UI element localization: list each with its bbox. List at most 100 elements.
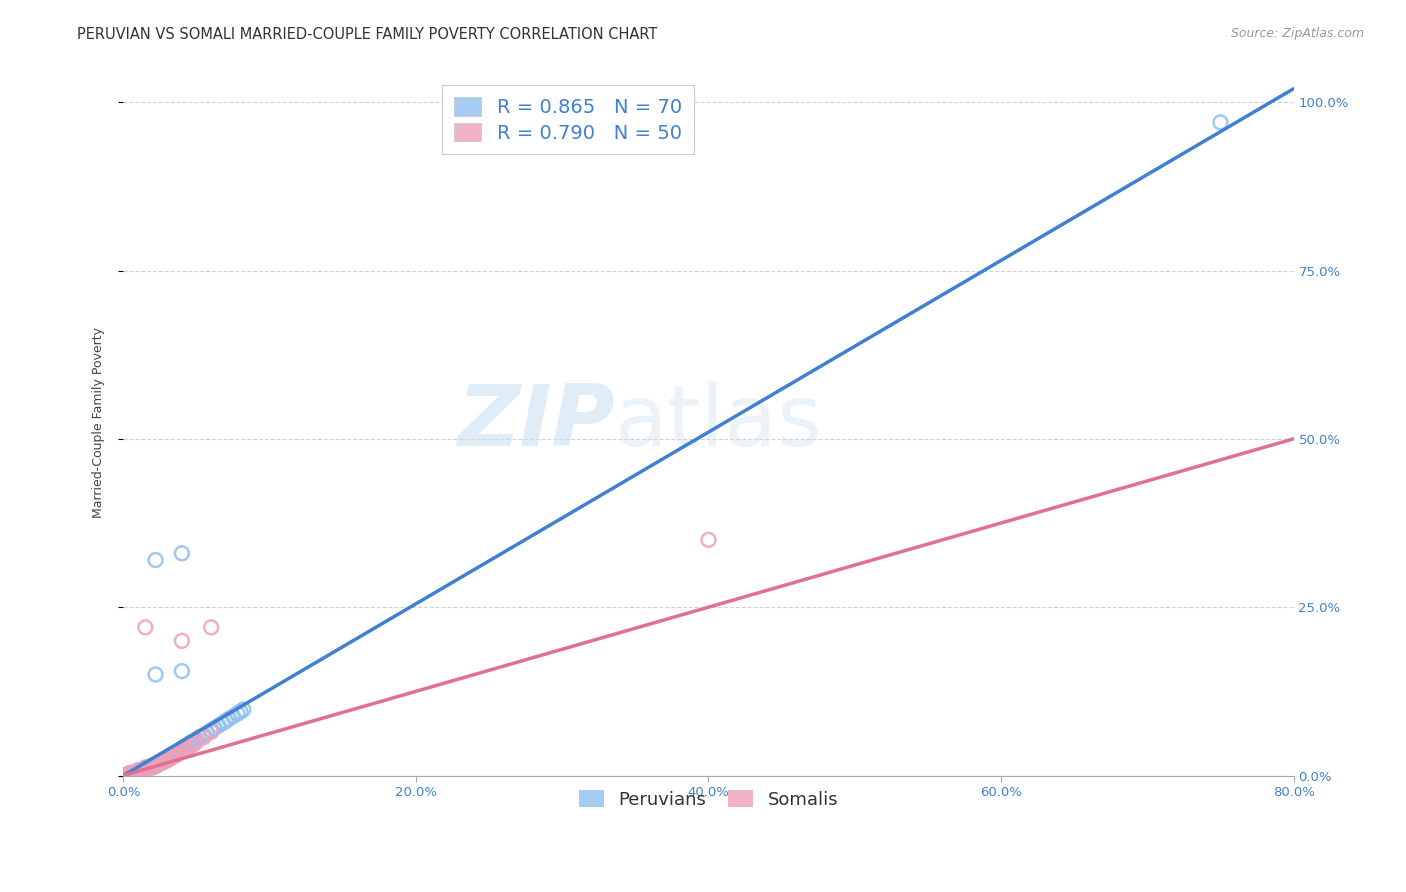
Point <box>186 735 208 749</box>
Point <box>134 760 156 774</box>
Text: PERUVIAN VS SOMALI MARRIED-COUPLE FAMILY POVERTY CORRELATION CHART: PERUVIAN VS SOMALI MARRIED-COUPLE FAMILY… <box>77 27 658 42</box>
Point <box>222 709 245 723</box>
Point <box>132 763 155 777</box>
Point <box>226 706 249 721</box>
Point <box>170 546 193 560</box>
Point <box>124 765 146 780</box>
Point <box>173 743 195 757</box>
Point <box>120 767 142 781</box>
Point <box>127 765 149 780</box>
Point <box>159 752 181 766</box>
Point <box>150 756 173 770</box>
Point <box>202 722 225 736</box>
Point <box>127 764 149 778</box>
Point <box>117 767 139 781</box>
Point <box>200 723 222 738</box>
Point <box>122 765 145 780</box>
Point <box>122 765 145 780</box>
Point <box>142 758 165 772</box>
Point <box>121 766 143 780</box>
Point <box>131 763 153 777</box>
Point <box>127 763 149 777</box>
Point <box>165 746 187 760</box>
Point <box>134 620 156 634</box>
Point <box>146 757 169 772</box>
Point <box>179 737 201 751</box>
Point <box>170 743 193 757</box>
Point <box>153 755 176 769</box>
Point <box>183 734 205 748</box>
Point <box>149 756 172 771</box>
Point <box>128 764 150 779</box>
Text: atlas: atlas <box>614 381 823 464</box>
Point <box>118 766 141 780</box>
Point <box>121 765 143 780</box>
Point <box>134 764 156 778</box>
Point <box>142 760 165 774</box>
Point <box>215 714 238 728</box>
Point <box>145 758 167 772</box>
Point <box>131 764 153 778</box>
Point <box>132 765 155 780</box>
Point <box>127 764 149 779</box>
Point <box>120 766 142 780</box>
Point <box>156 753 179 767</box>
Point <box>129 765 152 780</box>
Point <box>195 726 218 740</box>
Point <box>145 667 167 681</box>
Point <box>1209 115 1232 129</box>
Point <box>129 764 152 778</box>
Point <box>193 730 215 744</box>
Point <box>149 755 172 769</box>
Point <box>138 760 160 774</box>
Point <box>167 744 190 758</box>
Point <box>131 764 153 779</box>
Point <box>132 764 155 778</box>
Point <box>153 754 176 768</box>
Point <box>127 764 149 779</box>
Point <box>183 738 205 752</box>
Point <box>156 753 179 767</box>
Point <box>135 763 157 777</box>
Point <box>212 716 235 731</box>
Point <box>156 751 179 765</box>
Point <box>134 763 156 777</box>
Point <box>128 764 150 779</box>
Point <box>125 765 148 780</box>
Point <box>207 719 229 733</box>
Point <box>124 765 146 780</box>
Point <box>124 765 146 780</box>
Point <box>129 764 152 779</box>
Point <box>120 766 142 780</box>
Point <box>121 765 143 780</box>
Point <box>149 756 172 771</box>
Point <box>142 760 165 774</box>
Point <box>193 728 215 742</box>
Point <box>167 746 190 760</box>
Point <box>229 705 252 719</box>
Point <box>173 739 195 754</box>
Point <box>174 739 197 753</box>
Point <box>170 633 193 648</box>
Point <box>165 747 187 762</box>
Point <box>697 533 720 547</box>
Point <box>118 766 141 780</box>
Point <box>145 553 167 567</box>
Point <box>124 765 146 780</box>
Point <box>170 741 193 756</box>
Point <box>118 766 141 780</box>
Point <box>134 762 156 776</box>
Point <box>180 735 202 749</box>
Y-axis label: Married-Couple Family Poverty: Married-Couple Family Poverty <box>93 326 105 517</box>
Point <box>200 620 222 634</box>
Point <box>150 756 173 770</box>
Point <box>186 732 208 747</box>
Point <box>127 765 149 780</box>
Point <box>134 762 156 776</box>
Text: Source: ZipAtlas.com: Source: ZipAtlas.com <box>1230 27 1364 40</box>
Point <box>232 702 254 716</box>
Point <box>157 752 180 766</box>
Point <box>166 745 188 759</box>
Point <box>200 724 222 739</box>
Point <box>125 765 148 780</box>
